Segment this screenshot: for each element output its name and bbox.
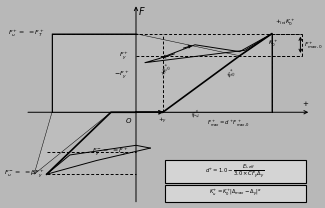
Polygon shape bbox=[52, 34, 272, 112]
Text: $K_0^+$: $K_0^+$ bbox=[268, 38, 278, 49]
Text: $F_u^+=\ =F_T^+$: $F_u^+=\ =F_T^+$ bbox=[8, 28, 45, 39]
Text: $F_{max,0}^+$: $F_{max,0}^+$ bbox=[304, 40, 323, 50]
Text: $+_y$: $+_y$ bbox=[158, 116, 167, 126]
Text: $d^{+}=1.0-\dfrac{E_{i,eff}}{3.0\times CF_{y}\Delta_{y}}$: $d^{+}=1.0-\dfrac{E_{i,eff}}{3.0\times C… bbox=[205, 163, 265, 180]
Text: $+K_0^+$: $+K_0^+$ bbox=[159, 61, 176, 79]
Text: $K_0^+$: $K_0^+$ bbox=[225, 67, 240, 81]
Text: $F_u^-=\ =\beta F_y^+$: $F_u^-=\ =\beta F_y^+$ bbox=[4, 168, 45, 180]
Text: $F_y^-=\ =F_y^+$: $F_y^-=\ =F_y^+$ bbox=[92, 146, 129, 158]
Bar bbox=[164, 161, 306, 182]
Text: $K_u^+$: $K_u^+$ bbox=[189, 107, 204, 122]
Text: $O$: $O$ bbox=[125, 116, 132, 125]
Text: $+$: $+$ bbox=[302, 99, 309, 108]
Polygon shape bbox=[34, 112, 136, 174]
Text: $F$: $F$ bbox=[138, 5, 146, 17]
Bar bbox=[164, 184, 306, 202]
Text: $+_{ini}K_0^+$: $+_{ini}K_0^+$ bbox=[275, 18, 295, 28]
Text: $F_{max}^+=d^+F_{max,0}^+$: $F_{max}^+=d^+F_{max,0}^+$ bbox=[207, 118, 251, 128]
Text: $F_y^+$: $F_y^+$ bbox=[119, 50, 129, 62]
Text: $K_{u}^{+}=K_{0}^{+}\left|\Delta_{max}-\Delta_{y}\right|^{\alpha}$: $K_{u}^{+}=K_{0}^{+}\left|\Delta_{max}-\… bbox=[209, 188, 261, 199]
Text: $-F_y^+$: $-F_y^+$ bbox=[113, 69, 129, 81]
